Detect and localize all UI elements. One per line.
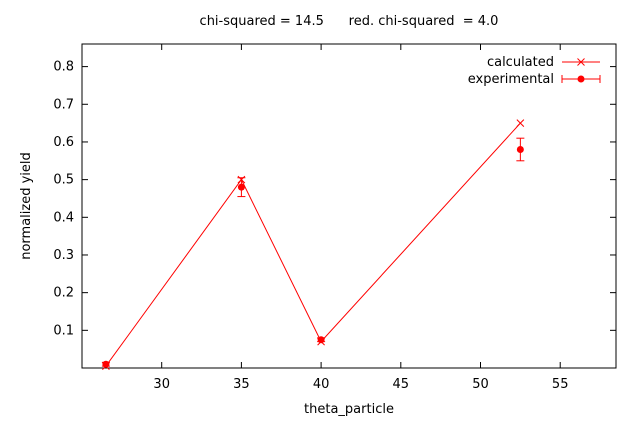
- y-tick-label: 0.6: [53, 135, 74, 150]
- experimental-point: [317, 336, 326, 344]
- y-tick-label: 0.5: [53, 173, 74, 188]
- y-tick-label: 0.7: [53, 97, 74, 112]
- calculated-point: [516, 119, 525, 127]
- x-axis-label: theta_particle: [304, 402, 394, 417]
- legend-marker-experimental: [577, 75, 585, 83]
- experimental-marker: [516, 145, 524, 153]
- legend-marker-calculated: [577, 58, 585, 66]
- series-layer: [101, 119, 525, 370]
- y-tick-label: 0.1: [53, 323, 74, 338]
- x-tick-label: 45: [393, 377, 410, 392]
- y-tick-label: 0.3: [53, 248, 74, 263]
- x-axis: 30 35 40 45 50 55: [153, 44, 568, 392]
- x-tick-label: 30: [153, 377, 170, 392]
- experimental-point: [237, 177, 246, 198]
- chart-title: chi-squared = 14.5 red. chi-squared = 4.…: [200, 14, 499, 29]
- x-tick-label: 35: [233, 377, 250, 392]
- y-axis-label: normalized yield: [19, 152, 34, 260]
- experimental-marker: [237, 183, 245, 191]
- experimental-marker: [317, 336, 325, 344]
- x-tick-label: 40: [313, 377, 330, 392]
- y-tick-label: 0.4: [53, 210, 74, 225]
- experimental-point: [101, 360, 110, 368]
- calculated-marker-stroke: [516, 119, 525, 127]
- x-tick-label: 50: [472, 377, 489, 392]
- experimental-point: [516, 137, 525, 162]
- x-tick-label: 55: [552, 377, 569, 392]
- legend-label-experimental: experimental: [468, 72, 554, 87]
- y-axis: 0.1 0.2 0.3 0.4 0.5 0.6 0.7 0.8: [53, 60, 616, 338]
- y-tick-label: 0.8: [53, 60, 74, 75]
- plot-frame: [81, 43, 617, 369]
- legend-label-calculated: calculated: [487, 55, 554, 70]
- experimental-marker: [102, 360, 110, 368]
- legend: calculated experimental: [468, 55, 601, 87]
- calculated-line: [105, 122, 521, 367]
- y-tick-label: 0.2: [53, 286, 74, 301]
